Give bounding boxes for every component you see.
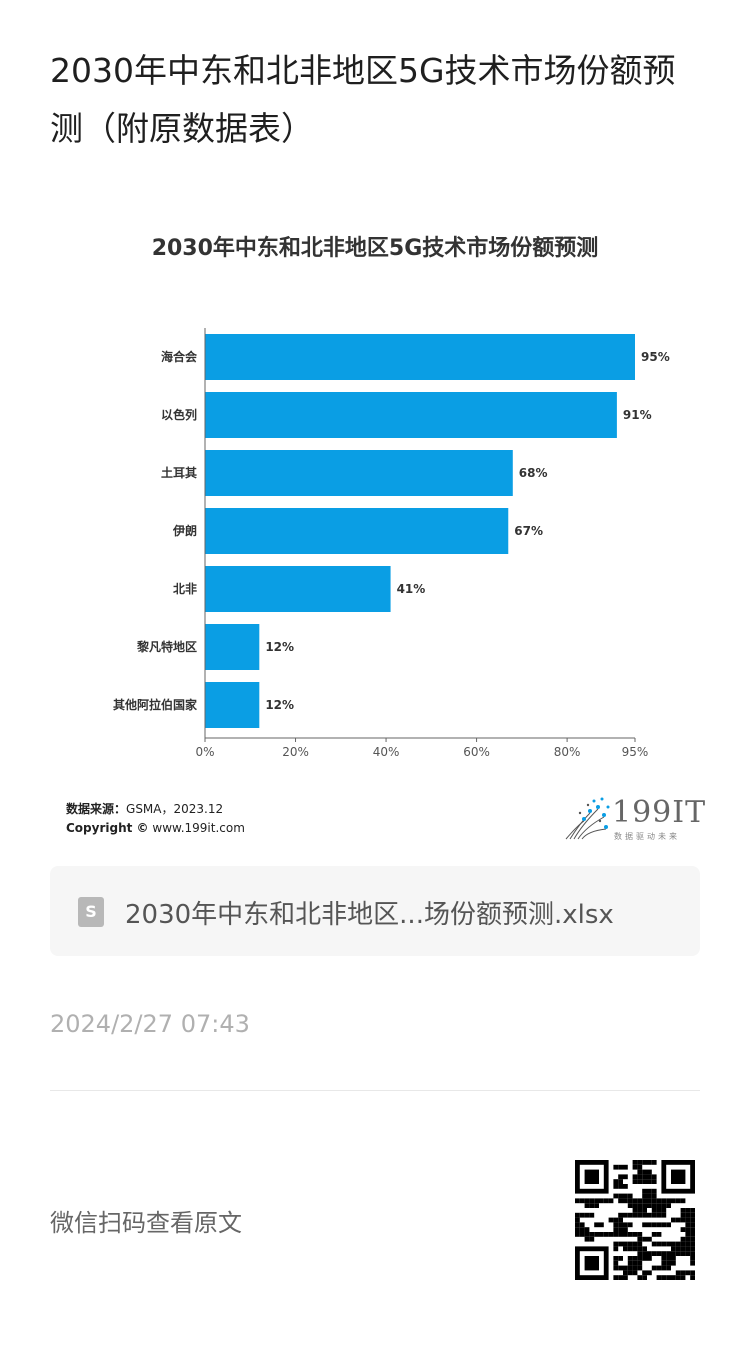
source-text: GSMA，2023.12 <box>126 802 224 816</box>
category-label: 土耳其 <box>161 465 197 480</box>
copyright-label: Copyright © <box>66 821 149 835</box>
chart-title: 2030年中东和北非地区5G技术市场份额预测 <box>151 236 599 261</box>
data-label: 91% <box>623 408 652 422</box>
x-tick-label: 80% <box>554 745 581 759</box>
copyright-link[interactable]: www.199it.com <box>152 821 245 835</box>
bar <box>205 624 260 670</box>
category-label: 伊朗 <box>172 523 197 538</box>
publish-timestamp: 2024/2/27 07:43 <box>50 1010 250 1038</box>
category-label: 黎凡特地区 <box>137 639 197 654</box>
chart-card: 海合会 95% 以色列 91% 土耳其 68% 伊朗 67% 北非 41% 黎凡特地区 12% 其他阿拉… <box>50 210 705 850</box>
x-tick-label: 0% <box>195 745 214 759</box>
data-label: 12% <box>265 698 294 712</box>
category-label: 海合会 <box>161 349 198 364</box>
attachment-card[interactable]: S 2030年中东和北非地区...场份额预测.xlsx <box>50 866 700 956</box>
qr-code-icon[interactable] <box>575 1160 695 1280</box>
data-label: 68% <box>519 466 548 480</box>
bar-chart: 海合会 95% 以色列 91% 土耳其 68% 伊朗 67% 北非 41% 黎凡特地区 12% 其他阿拉… <box>113 328 670 759</box>
x-tick-label: 60% <box>463 745 490 759</box>
copyright-line: Copyright © www.199it.com <box>66 821 245 835</box>
bar <box>205 450 513 496</box>
bar <box>205 682 260 728</box>
category-label: 其他阿拉伯国家 <box>113 697 198 712</box>
data-label: 95% <box>641 350 670 364</box>
attachment-filename[interactable]: 2030年中东和北非地区...场份额预测.xlsx <box>125 900 614 930</box>
qr-label: 微信扫码查看原文 <box>50 1209 242 1237</box>
page-title: 2030年中东和北非地区5G技术市场份额预测（附原数据表） <box>50 51 676 148</box>
x-tick-label: 20% <box>282 745 309 759</box>
data-label: 41% <box>397 582 426 596</box>
x-tick-label: 40% <box>373 745 400 759</box>
spreadsheet-icon: S <box>78 897 104 927</box>
bar <box>205 508 509 554</box>
data-label: 67% <box>514 524 543 538</box>
data-label: 12% <box>265 640 294 654</box>
category-label: 以色列 <box>161 407 197 422</box>
source-label: 数据来源： <box>66 802 127 816</box>
category-label: 北非 <box>173 581 197 596</box>
bar <box>205 334 635 380</box>
logo-tagline: 数据驱动未来 <box>614 832 680 841</box>
x-tick-label: 95% <box>622 745 649 759</box>
logo-199it: 199IT 数据驱动未来 <box>560 795 705 845</box>
bar <box>205 566 391 612</box>
divider <box>50 1090 700 1091</box>
source-line: 数据来源：GSMA，2023.12 <box>66 800 223 817</box>
dandelion-icon <box>565 797 610 840</box>
logo-text: 199IT <box>612 795 707 830</box>
bar <box>205 392 617 438</box>
